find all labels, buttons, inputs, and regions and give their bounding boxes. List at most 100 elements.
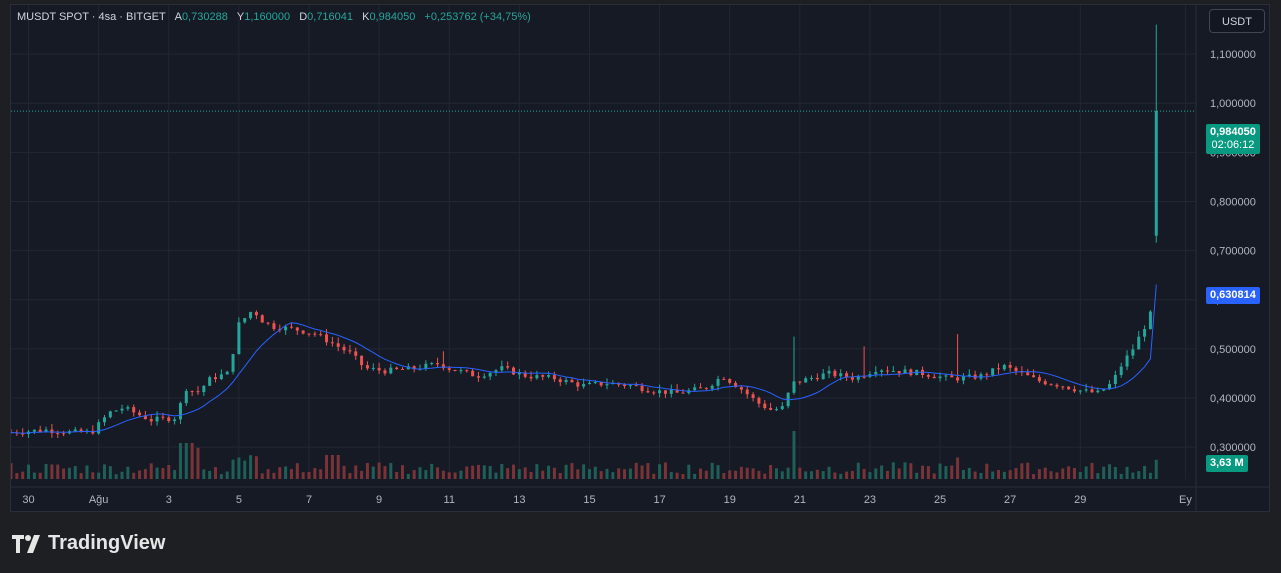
candle-body <box>997 368 1000 370</box>
volume-bar <box>62 468 66 479</box>
candle-body <box>1026 372 1030 376</box>
candle-body <box>552 375 556 380</box>
candle-body <box>173 419 177 422</box>
volume-bar <box>67 467 71 479</box>
volume-bar <box>1049 471 1053 479</box>
volume-bar <box>424 470 428 479</box>
candle-body <box>266 322 270 324</box>
volume-bar <box>1090 462 1094 479</box>
candle-body <box>1143 329 1147 337</box>
candle-body <box>208 377 212 386</box>
candle-body <box>1055 384 1059 387</box>
candle-body <box>120 408 124 411</box>
candle-body <box>529 376 533 379</box>
volume-bar <box>44 464 48 479</box>
countdown-value: 02:06:12 <box>1211 139 1255 151</box>
candle-body <box>365 365 369 369</box>
price-axis-label: 1,100000 <box>1210 49 1256 61</box>
candle-body <box>535 375 539 379</box>
volume-bar <box>32 472 36 479</box>
volume-bar <box>722 473 726 479</box>
volume-bar <box>1125 466 1129 479</box>
candle-body <box>763 403 767 408</box>
candle-body <box>38 429 42 432</box>
volume-bar <box>1108 464 1112 479</box>
volume-bar <box>196 447 200 479</box>
candle-body <box>161 416 165 418</box>
candle-body <box>950 375 954 378</box>
volume-bar <box>184 443 188 479</box>
volume-bar <box>453 472 457 479</box>
price-axis-label: 1,000000 <box>1210 98 1256 110</box>
candle-body <box>693 387 697 391</box>
candle-body <box>506 366 510 368</box>
volume-bar <box>126 466 130 479</box>
volume-bar <box>523 467 527 479</box>
volume-bar <box>371 466 375 479</box>
candle-body <box>178 403 182 420</box>
volume-bar <box>389 463 393 479</box>
volume-bar <box>313 468 317 479</box>
time-axis-label: 9 <box>376 494 382 506</box>
volume-bar <box>605 468 609 479</box>
candle-body <box>249 312 253 319</box>
candle-body <box>991 368 995 376</box>
candle-body <box>336 343 340 347</box>
volume-bar <box>739 466 743 479</box>
volume-bar <box>50 464 54 479</box>
candle-body <box>845 373 849 378</box>
volume-bar <box>459 470 463 479</box>
candle-body <box>932 376 936 379</box>
volume-bar <box>1043 467 1047 479</box>
volume-bar <box>295 463 299 479</box>
price-axis-label: 0,700000 <box>1210 246 1256 258</box>
time-axis-label: 23 <box>864 494 876 506</box>
candle-body <box>56 433 60 435</box>
candle-body <box>734 382 738 388</box>
candle-body <box>430 363 434 365</box>
candle-body <box>1002 364 1006 370</box>
volume-bar <box>354 465 358 479</box>
time-axis-label: 25 <box>934 494 946 506</box>
volume-bar <box>108 466 112 479</box>
volume-bar <box>1119 473 1123 479</box>
volume-bar <box>301 472 305 479</box>
time-axis-label: 17 <box>653 494 665 506</box>
candle-body <box>587 382 591 385</box>
candle-body <box>669 389 673 394</box>
time-axis-label: 27 <box>1004 494 1016 506</box>
volume-bar <box>745 467 749 479</box>
currency-button[interactable]: USDT <box>1209 9 1265 33</box>
candle-body <box>728 379 732 383</box>
candle-body <box>757 397 761 404</box>
candle-body <box>50 429 54 434</box>
candlestick-chart[interactable]: 1,1000001,0000000,9000000,8000000,700000… <box>11 5 1269 511</box>
candle-body <box>219 374 223 380</box>
candle-body <box>1131 349 1135 356</box>
candle-body <box>476 376 480 378</box>
candle-body <box>956 377 960 381</box>
candle-body <box>751 394 755 398</box>
volume-bar <box>11 463 13 479</box>
candle-body <box>698 387 702 389</box>
chart-container[interactable]: 1,1000001,0000000,9000000,8000000,700000… <box>10 4 1270 512</box>
price-axis-label: 0,300000 <box>1210 442 1256 454</box>
volume-bar <box>249 455 253 479</box>
candle-body <box>307 333 311 335</box>
tradingview-brand[interactable]: TradingView <box>12 532 165 555</box>
volume-bar <box>1032 474 1036 479</box>
candle-body <box>272 323 276 330</box>
volume-bar <box>1008 470 1012 479</box>
volume-bar <box>85 465 89 479</box>
volume-bar <box>114 474 118 479</box>
volume-bar <box>821 471 825 479</box>
change-value: +0,253762 (+34,75%) <box>424 11 531 23</box>
volume-bar <box>1067 466 1071 479</box>
candle-body <box>821 373 825 380</box>
volume-bar <box>652 473 656 479</box>
volume-bar <box>1148 472 1152 479</box>
symbol-label[interactable]: MUSDT SPOT · 4sa · BITGET <box>17 11 166 23</box>
volume-bar <box>278 467 282 479</box>
candle-body <box>196 391 200 393</box>
price-axis-label: 0,400000 <box>1210 393 1256 405</box>
